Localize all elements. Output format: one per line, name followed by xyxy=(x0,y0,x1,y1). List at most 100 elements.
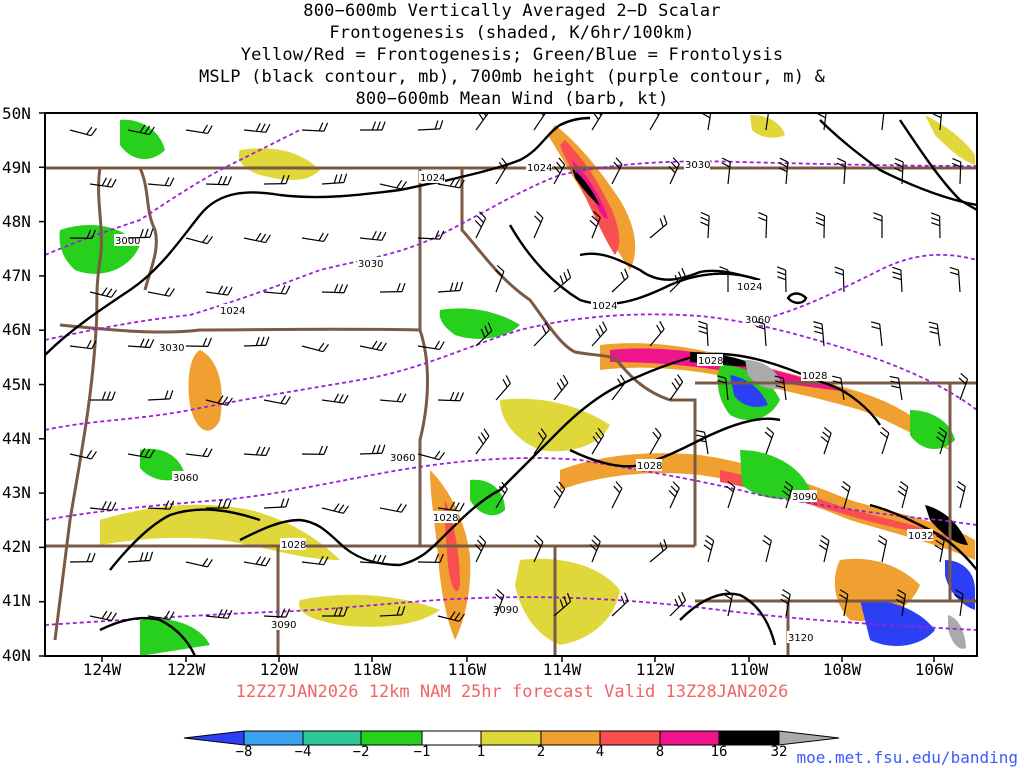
wind-barb xyxy=(147,500,175,510)
wind-barb xyxy=(782,480,794,509)
wind-barb xyxy=(533,535,544,563)
wind-barb xyxy=(475,322,493,347)
wind-barb xyxy=(474,211,487,239)
lon-label: 112W xyxy=(635,660,675,679)
wind-barb xyxy=(649,215,668,239)
wind-barb xyxy=(716,375,729,401)
wind-barb xyxy=(611,268,629,293)
wind-barb xyxy=(870,321,883,347)
wind-barb xyxy=(205,608,233,619)
lon-label: 116W xyxy=(447,660,487,679)
wind-barb xyxy=(881,113,885,131)
mslp-label: 1032 xyxy=(907,529,933,542)
wind-barb xyxy=(956,481,966,509)
wind-barbs xyxy=(69,113,969,622)
colorbar-cell xyxy=(659,730,720,746)
wind-barb xyxy=(69,126,97,137)
wind-barb xyxy=(611,157,623,185)
flys-patch-co-blue xyxy=(860,599,935,646)
wind-barb xyxy=(591,321,608,347)
wind-barb xyxy=(263,285,291,295)
mslp-label: 1024 xyxy=(526,161,552,174)
border-id-mt xyxy=(460,168,671,402)
wind-barb xyxy=(649,321,665,347)
wind-barb xyxy=(127,338,155,349)
wind-barb xyxy=(90,391,116,401)
wind-barb xyxy=(668,481,680,509)
height-3060 xyxy=(45,313,977,431)
colorbar-cell xyxy=(480,730,542,746)
height-label-text: 3090 xyxy=(271,620,296,631)
wind-barb xyxy=(778,157,789,185)
wind-barb xyxy=(774,375,787,401)
wind-barb xyxy=(127,124,155,136)
wind-barb xyxy=(437,501,465,512)
colorbar-left-arrow xyxy=(183,730,245,746)
wind-barb xyxy=(263,498,290,509)
wind-barb xyxy=(89,287,117,298)
wind-barb xyxy=(185,447,213,458)
lon-label: 110W xyxy=(729,660,769,679)
wind-barb xyxy=(206,499,232,509)
lat-label: 48N xyxy=(2,212,31,231)
mslp-label-text: 1024 xyxy=(527,163,552,174)
fgen-patch-sw-wy xyxy=(515,558,620,645)
wind-barb xyxy=(533,428,547,455)
wind-barb xyxy=(185,234,213,245)
mslp-1028-main xyxy=(239,353,701,567)
wind-barb xyxy=(889,375,903,401)
wind-barb xyxy=(897,481,909,509)
border-puget xyxy=(138,167,158,291)
wind-barb xyxy=(934,535,945,563)
lat-label: 47N xyxy=(2,266,31,285)
height-label-text: 3090 xyxy=(792,492,817,503)
wind-barb xyxy=(147,390,174,401)
height-label: 3090 xyxy=(270,618,296,631)
height-label: 3090 xyxy=(492,603,518,616)
wind-barb xyxy=(838,589,849,617)
height-label-text: 3090 xyxy=(493,605,518,616)
mslp-label-text: 1028 xyxy=(281,540,306,551)
height-label-text: 3060 xyxy=(173,473,198,484)
wind-barb xyxy=(359,340,387,352)
wind-barb xyxy=(611,481,623,509)
wind-barb xyxy=(301,232,329,243)
colorbar-label: 8 xyxy=(655,744,665,760)
wind-barb xyxy=(495,157,508,185)
mslp-1024-west xyxy=(45,180,441,356)
wind-barb xyxy=(894,157,904,185)
wind-barb xyxy=(322,607,348,617)
lat-label: 45N xyxy=(2,375,31,394)
wind-barb xyxy=(589,211,601,239)
wind-barb xyxy=(936,426,948,455)
wind-barb xyxy=(417,450,445,461)
wind-barb xyxy=(301,445,328,455)
mslp-label: 1024 xyxy=(219,304,245,317)
mslp-label-text: 1028 xyxy=(433,513,458,524)
wind-barb xyxy=(764,426,775,455)
title-line-1: 800−600mb Vertically Averaged 2−D Scalar xyxy=(303,1,721,21)
wind-barb xyxy=(127,228,154,239)
lon-label: 124W xyxy=(82,660,122,679)
wind-barb xyxy=(553,157,566,185)
wind-barb xyxy=(379,180,407,190)
wind-barb xyxy=(954,589,964,617)
colorbar-cell xyxy=(599,730,661,746)
mslp-1024-mt xyxy=(508,224,761,306)
lon-label: 106W xyxy=(914,660,954,679)
height-label-text: 3030 xyxy=(159,343,184,354)
height-label-text: 3060 xyxy=(390,453,415,464)
mslp-label: 1028 xyxy=(432,511,458,524)
wind-barb xyxy=(243,336,270,347)
state-borders xyxy=(45,166,977,656)
lon-label: 120W xyxy=(259,660,299,679)
wind-barb xyxy=(495,589,505,617)
credit-link[interactable]: moe.met.fsu.edu/banding xyxy=(796,748,1018,767)
wind-barb xyxy=(895,589,907,617)
mslp-label: 1028 xyxy=(801,369,827,382)
wind-barb xyxy=(360,121,386,131)
height-label: 3060 xyxy=(172,471,198,484)
colorbar-label: −4 xyxy=(294,744,312,760)
wind-barb xyxy=(147,177,175,187)
